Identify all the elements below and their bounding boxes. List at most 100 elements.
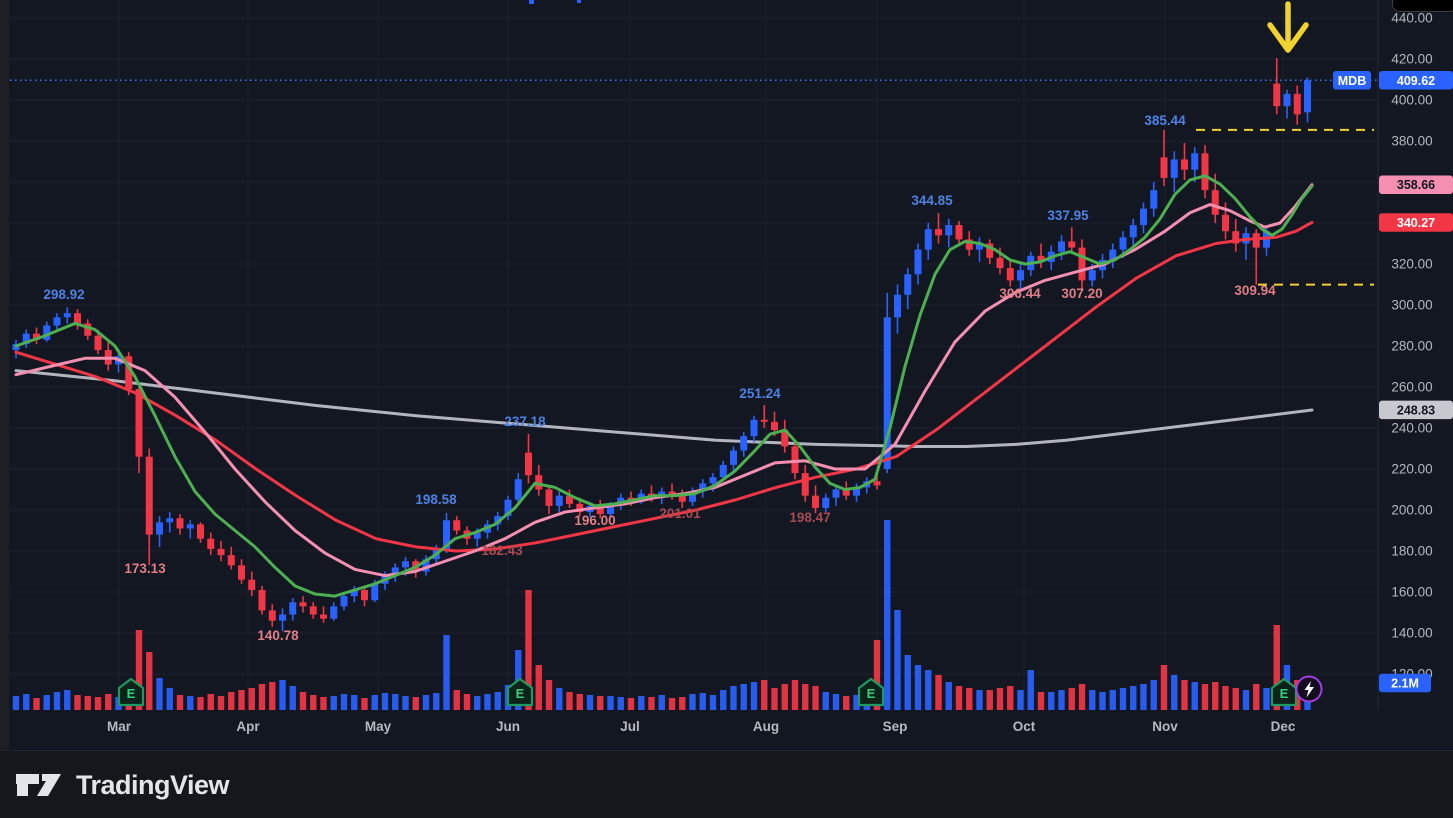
earnings-letter: E <box>867 686 876 701</box>
earnings-letter: E <box>516 686 525 701</box>
candle-body <box>771 421 778 431</box>
candle-body <box>842 489 850 496</box>
volume-bar <box>33 698 40 710</box>
volume-bar <box>689 694 696 710</box>
candle-body <box>166 518 174 523</box>
ma-line-ema21 <box>14 183 1314 578</box>
price-tick-label: 140.00 <box>1391 626 1432 641</box>
volume-bar <box>1068 688 1075 710</box>
volume-bar <box>648 697 655 710</box>
time-axis[interactable]: Mar Apr May Jun Jul Aug Sep Oct Nov Dec <box>107 719 1296 734</box>
volume-bar <box>1150 680 1157 710</box>
candle-body <box>555 495 563 506</box>
volume-bar <box>371 695 378 710</box>
candle-body <box>63 313 71 318</box>
month-label: Apr <box>236 719 260 734</box>
candle-body <box>279 614 286 621</box>
down-arrow-drawing[interactable] <box>1267 1 1309 53</box>
candle-body <box>371 583 379 601</box>
candle-body <box>986 243 994 258</box>
volume-bar <box>176 695 184 710</box>
earnings-badge-icon[interactable]: E <box>857 677 885 707</box>
candlestick-series <box>12 57 1311 632</box>
earnings-letter: E <box>127 686 136 701</box>
volume-bar <box>525 590 532 710</box>
volume-bar <box>299 692 307 710</box>
candle-body <box>535 475 543 490</box>
candle-body <box>566 495 573 504</box>
candle-body <box>1293 93 1301 115</box>
earnings-badge-icon[interactable]: E <box>1270 677 1298 707</box>
candle-body <box>422 559 430 572</box>
volume-bar <box>556 688 563 710</box>
volume-bar <box>1078 684 1086 710</box>
grid-lines <box>9 0 1378 711</box>
volume-bar <box>1099 692 1106 710</box>
candle-body <box>402 561 409 568</box>
candle-body <box>545 489 553 506</box>
earnings-shield <box>117 677 145 707</box>
chart-pane[interactable]: 298.92 173.13 140.78 198.58 237.18 182.43 196.… <box>0 0 1453 750</box>
volume-bar <box>135 630 143 710</box>
swing-low-label: 198.47 <box>789 510 830 525</box>
month-label: Nov <box>1152 719 1178 734</box>
volume-bar <box>207 694 214 710</box>
bottom-attribution-bar: TradingView <box>0 750 1453 818</box>
candle-body <box>22 333 30 344</box>
price-tick-label: 260.00 <box>1391 380 1432 395</box>
volume-bar <box>289 686 296 710</box>
candle-body <box>1088 270 1096 281</box>
price-axis[interactable]: 440.00420.00400.00380.00360.00340.00320.… <box>1333 0 1453 711</box>
swing-high-label: 344.85 <box>911 193 953 208</box>
earnings-badge-icon[interactable]: E <box>117 677 145 707</box>
volume-bar <box>771 688 778 710</box>
candle-body <box>596 505 604 515</box>
volume-bar <box>187 696 194 710</box>
price-tick-label: 200.00 <box>1391 503 1432 518</box>
ma-ema21-pill-text: 358.66 <box>1397 178 1435 192</box>
volume-bar <box>105 694 112 710</box>
candle-body <box>1222 214 1229 232</box>
earnings-badge-icon[interactable]: E <box>506 677 534 707</box>
ma-ema21-pill <box>1379 175 1453 194</box>
volume-bar <box>381 693 389 710</box>
volume-bar <box>269 682 276 710</box>
candle-body <box>227 555 235 566</box>
tradingview-logo-link[interactable]: TradingView <box>15 770 230 801</box>
volume-bar <box>884 520 891 710</box>
candle-body <box>781 430 789 447</box>
candle-body <box>268 610 276 621</box>
candle-body <box>176 518 184 529</box>
chart-canvas[interactable]: 298.92 173.13 140.78 198.58 237.18 182.43 196.… <box>0 0 1453 750</box>
volume-bar <box>658 695 665 710</box>
candle-body <box>84 323 92 336</box>
candle-body <box>145 456 153 535</box>
candle-body <box>607 503 614 515</box>
volume-bar <box>750 682 758 710</box>
candle-body <box>740 436 748 451</box>
volume-bar <box>402 696 409 710</box>
candle-body <box>53 317 61 326</box>
swing-low-label: 196.00 <box>574 513 615 528</box>
volume-bar <box>94 697 102 710</box>
swing-high-label: 237.18 <box>504 414 546 429</box>
volume-bar <box>166 688 173 710</box>
price-tick-label: 280.00 <box>1391 339 1432 354</box>
candle-body <box>43 325 51 340</box>
alert-lightning-icon[interactable] <box>1295 675 1323 703</box>
volume-bar <box>12 696 20 710</box>
volume-pill <box>1379 673 1431 693</box>
candle-body <box>1191 153 1199 170</box>
volume-bar <box>781 684 788 710</box>
month-label: Mar <box>107 719 132 734</box>
volume-bar <box>340 694 348 710</box>
ma-line-sma200 <box>14 369 1314 448</box>
volume-bar <box>258 684 266 710</box>
last-price-pill-text: 409.62 <box>1397 74 1435 88</box>
volume-bar <box>1048 692 1055 710</box>
candle-body <box>976 243 983 250</box>
swing-high-label: 198.58 <box>415 492 457 507</box>
candle-body <box>1304 80 1311 113</box>
volume-bar <box>1253 684 1260 710</box>
